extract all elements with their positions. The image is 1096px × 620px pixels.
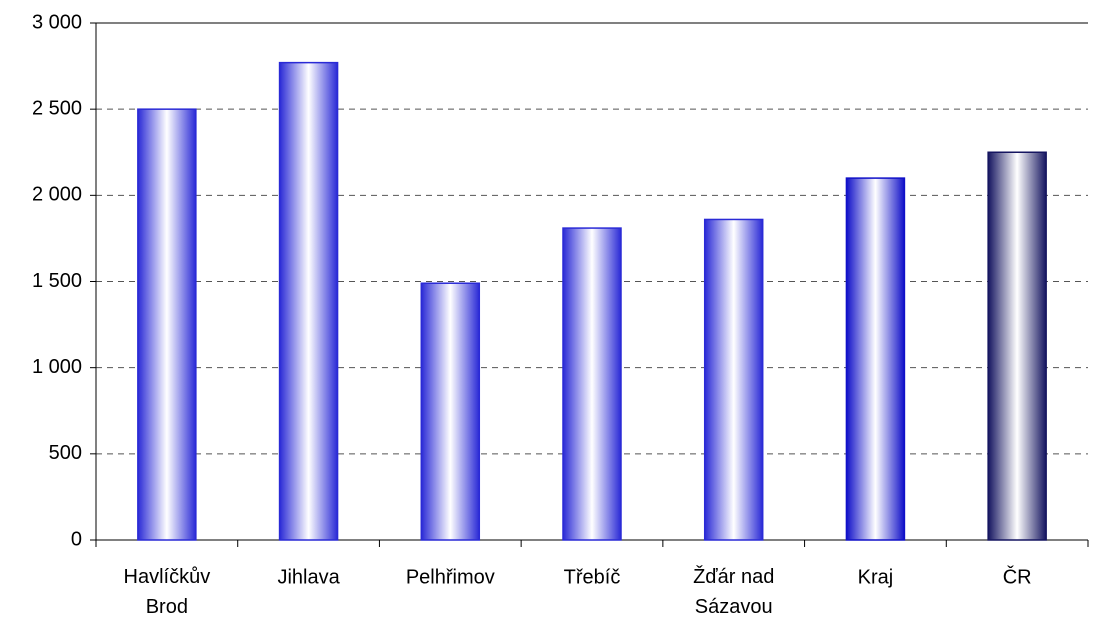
y-tick-label: 1 000 [32, 356, 82, 378]
x-tick-label: Jihlava [277, 566, 340, 588]
y-tick-label: 0 [71, 528, 82, 550]
x-tick-label: Havlíčkův Brod [124, 566, 211, 618]
bar [987, 151, 1047, 541]
x-tick-label: Třebíč [564, 566, 621, 588]
bar [137, 108, 197, 541]
bar [703, 218, 764, 541]
y-tick-label: 2 000 [32, 184, 82, 206]
bar [562, 227, 622, 541]
y-tick-label: 500 [49, 442, 82, 464]
bar [278, 61, 339, 541]
x-tick-label: Žďár nad Sázavou [693, 565, 774, 618]
y-tick-label: 1 500 [32, 270, 82, 292]
bar [845, 177, 906, 541]
x-tick-label: Pelhřimov [406, 566, 495, 588]
bar [420, 282, 481, 541]
x-tick-label: Kraj [858, 566, 894, 588]
y-tick-label: 2 500 [32, 97, 82, 119]
x-tick-label: ČR [1003, 565, 1032, 588]
y-tick-label: 3 000 [32, 11, 82, 33]
